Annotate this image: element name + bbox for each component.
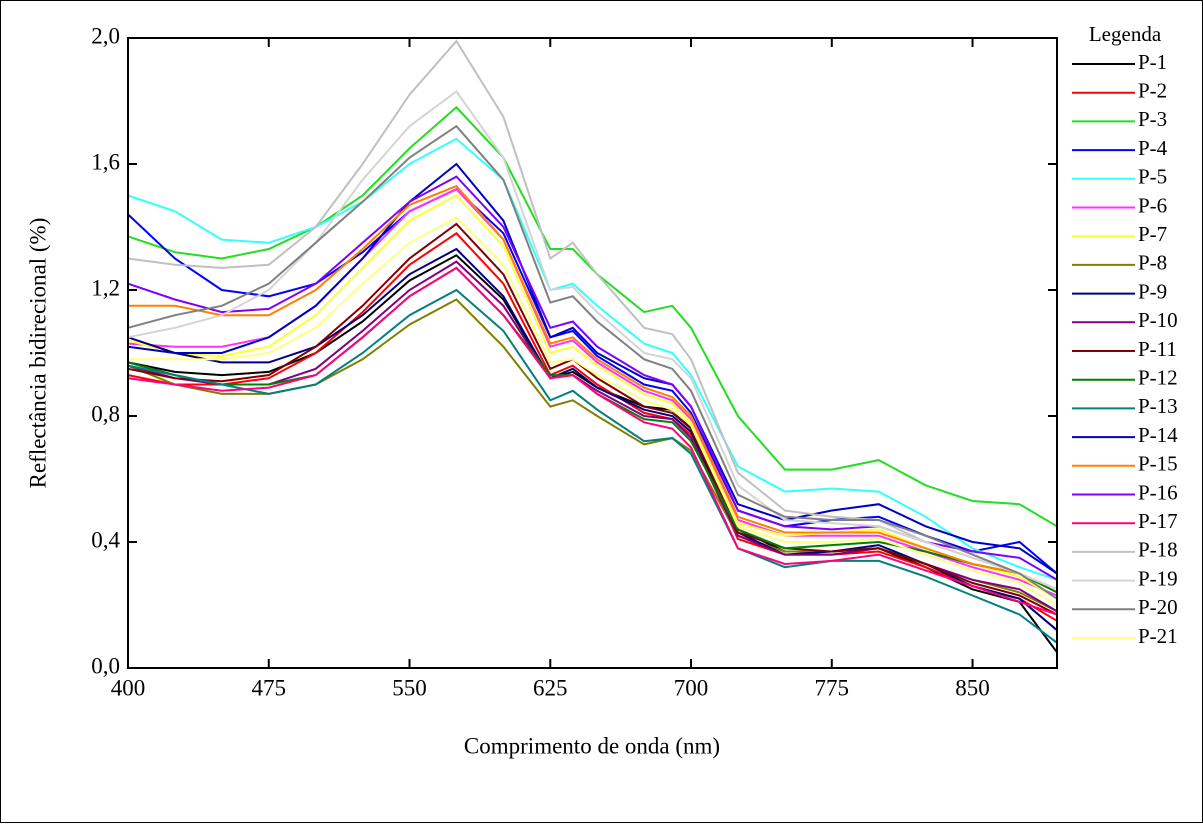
legend-label: P-8 (1138, 251, 1167, 275)
series-line (127, 194, 1058, 600)
legend-label: P-17 (1138, 509, 1178, 533)
series-line (127, 231, 1058, 622)
legend-label: P-1 (1138, 50, 1167, 74)
x-tick-label: 625 (533, 675, 568, 700)
legend-label: P-15 (1138, 452, 1178, 476)
x-tick-label: 475 (252, 675, 287, 700)
y-axis-label: Reflectância bidirecional (%) (25, 218, 50, 489)
y-tick-label: 2,0 (91, 23, 120, 48)
legend-label: P-13 (1138, 394, 1178, 418)
y-tick-label: 0,8 (91, 401, 120, 426)
legend-label: P-19 (1138, 566, 1178, 590)
legend-label: P-2 (1138, 79, 1167, 103)
legend-label: P-20 (1138, 595, 1178, 619)
series-line (127, 247, 1058, 631)
x-tick-label: 550 (392, 675, 427, 700)
series-line (127, 222, 1058, 616)
legend-label: P-6 (1138, 193, 1167, 217)
x-tick-label: 700 (674, 675, 709, 700)
series-line (127, 137, 1058, 581)
series-line (128, 184, 1058, 591)
x-axis-label: Comprimento de onda (nm) (464, 733, 720, 758)
legend-label: P-11 (1138, 337, 1177, 361)
legend-label: P-5 (1138, 165, 1167, 189)
series-line (127, 124, 1058, 600)
x-tick-label: 775 (815, 675, 850, 700)
legend-label: P-10 (1138, 308, 1178, 332)
y-tick-label: 0,4 (91, 527, 120, 552)
x-tick-label: 400 (111, 675, 146, 700)
series-line (127, 162, 1058, 575)
y-tick-label: 1,2 (91, 275, 120, 300)
legend-label: P-18 (1138, 538, 1178, 562)
legend-label: P-9 (1138, 279, 1167, 303)
legend-title: Legenda (1089, 22, 1162, 46)
series-line (128, 216, 1058, 606)
y-tick-label: 1,6 (91, 149, 120, 174)
series-line (127, 266, 1058, 616)
legend-label: P-3 (1138, 107, 1167, 131)
legend-label: P-12 (1138, 366, 1178, 390)
x-tick-label: 850 (955, 675, 990, 700)
legend-label: P-16 (1138, 480, 1178, 504)
legend-label: P-21 (1138, 624, 1178, 648)
series-line (127, 188, 1058, 575)
series-line (127, 39, 1058, 591)
legend-label: P-14 (1138, 423, 1178, 447)
plot-frame (127, 37, 1058, 669)
legend-label: P-7 (1138, 222, 1167, 246)
legend-label: P-4 (1138, 136, 1168, 160)
series-line (127, 90, 1058, 591)
y-tick-label: 0,0 (91, 653, 120, 678)
series-line (127, 288, 1058, 644)
